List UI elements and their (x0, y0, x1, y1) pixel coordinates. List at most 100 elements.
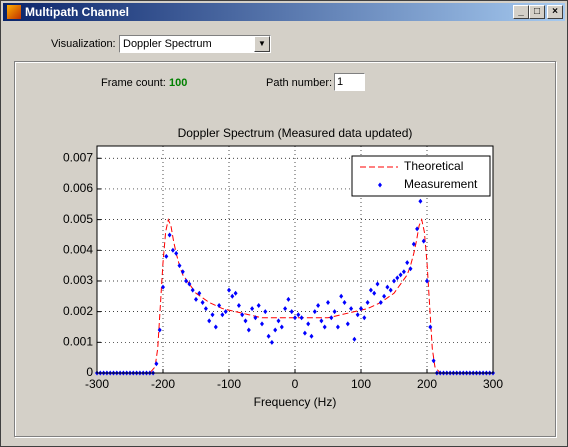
data-point (352, 336, 357, 342)
data-point (164, 253, 169, 259)
data-point (240, 312, 245, 318)
dropdown-value: Doppler Spectrum (123, 38, 212, 50)
dropdown-arrow[interactable]: ▼ (254, 36, 270, 52)
y-tick-label: 0.004 (63, 242, 93, 256)
path-number-value: 1 (337, 76, 344, 88)
frame-count-value: 100 (169, 77, 188, 89)
data-point (289, 309, 294, 315)
legend-label: Measurement (404, 177, 478, 191)
y-tick-label: 0.006 (63, 181, 93, 195)
data-point (382, 293, 387, 299)
data-point (372, 290, 377, 296)
data-point (299, 315, 304, 321)
data-point (266, 333, 271, 339)
data-point (415, 226, 420, 232)
data-point (385, 284, 390, 290)
data-point (246, 327, 251, 333)
data-point (190, 287, 195, 293)
data-point (217, 303, 222, 309)
data-point (180, 269, 185, 275)
data-point (335, 324, 340, 330)
panel (14, 61, 556, 437)
data-point (157, 327, 162, 333)
data-point (316, 303, 321, 309)
data-point (342, 299, 347, 305)
app-icon (7, 5, 21, 19)
data-point (349, 306, 354, 312)
data-point (401, 269, 406, 275)
data-point (326, 299, 330, 305)
data-point (230, 293, 235, 299)
data-point (296, 312, 301, 318)
chart-title: Doppler Spectrum (Measured data updated) (178, 126, 413, 140)
y-tick-label: 0.007 (63, 150, 93, 164)
data-point (170, 247, 175, 253)
y-tick-label: 0.005 (63, 212, 93, 226)
data-point (203, 306, 208, 312)
x-tick-label: 300 (483, 377, 503, 391)
data-point (302, 330, 307, 336)
x-axis-label: Frequency (Hz) (254, 395, 337, 409)
legend-marker (378, 182, 382, 188)
data-point (355, 312, 360, 318)
line (97, 217, 493, 374)
data-point (260, 321, 264, 327)
data-point (362, 315, 367, 321)
visualization-dropdown[interactable]: Doppler Spectrum ▼ (119, 35, 271, 53)
data-point (395, 275, 400, 281)
plot-frame (96, 145, 494, 374)
visualization-label: Visualization: (51, 38, 116, 50)
y-tick-label: 0 (86, 365, 93, 379)
path-number-label: Path number: (266, 77, 333, 89)
data-point (392, 278, 396, 284)
data-point (431, 358, 436, 364)
data-point (177, 263, 182, 269)
x-tick-label: 100 (351, 377, 371, 391)
data-point (263, 309, 268, 315)
data-point (286, 296, 291, 302)
data-point (223, 309, 228, 315)
x-tick-label: 0 (292, 377, 299, 391)
maximize-button[interactable]: □ (529, 5, 545, 19)
data-point (428, 324, 433, 330)
data-point (213, 324, 218, 330)
data-point (388, 287, 393, 293)
data-point (425, 278, 429, 284)
data-point (306, 321, 311, 327)
data-point (283, 306, 288, 312)
data-point (276, 318, 281, 324)
data-point (309, 333, 314, 339)
data-point (332, 309, 337, 315)
data-point (253, 315, 258, 321)
path-number-input[interactable]: 1 (334, 73, 365, 91)
y-tick-label: 0.002 (63, 304, 93, 318)
minimize-button[interactable]: _ (513, 5, 529, 19)
x-tick-label: -300 (85, 377, 109, 391)
data-point (408, 266, 413, 272)
data-point (210, 312, 215, 318)
data-point (378, 299, 383, 305)
legend-box (351, 155, 491, 197)
data-point (345, 321, 350, 327)
x-tick-label: -100 (217, 377, 241, 391)
data-point (154, 361, 159, 367)
data-point (312, 309, 317, 315)
data-point (243, 318, 248, 324)
data-point (227, 287, 231, 293)
close-button[interactable]: × (547, 5, 563, 19)
data-point (322, 324, 327, 330)
data-point (197, 290, 202, 296)
data-point (319, 318, 324, 324)
data-point (194, 296, 198, 302)
data-point (368, 287, 373, 293)
data-point (200, 299, 205, 305)
data-point (405, 260, 410, 266)
data-point (375, 281, 380, 287)
data-point (359, 306, 363, 312)
legend-label: Theoretical (404, 159, 463, 173)
data-point (207, 318, 212, 324)
title-bar: Multipath Channel _ □ × (3, 3, 565, 21)
data-point (250, 306, 255, 312)
frame-count-label: Frame count: (101, 77, 166, 89)
